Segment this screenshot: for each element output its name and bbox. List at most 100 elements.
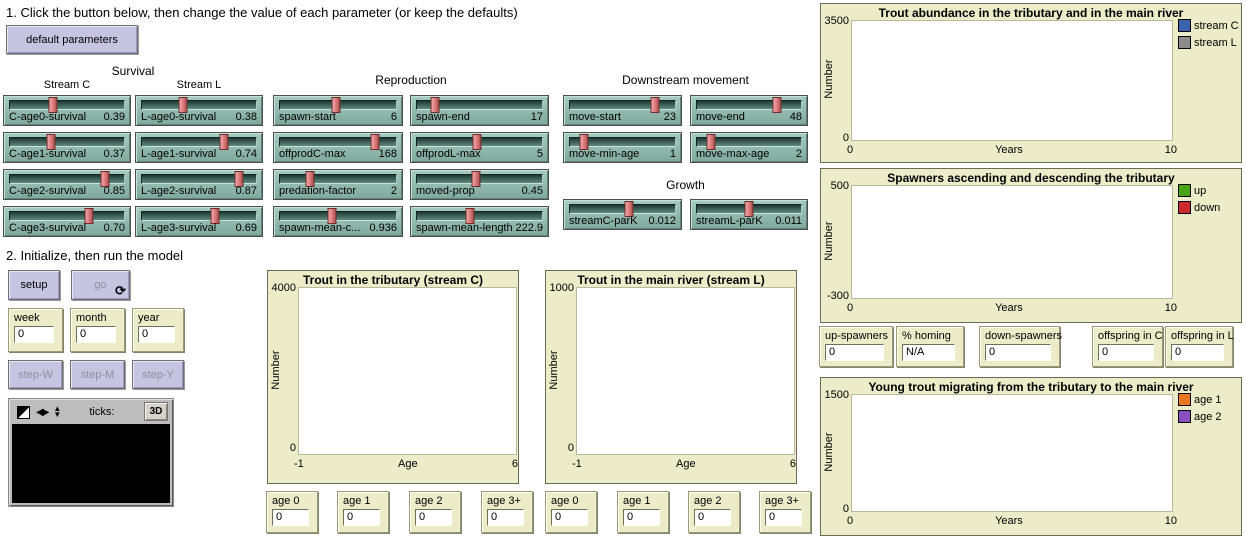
slider-spawn-start[interactable]: spawn-start 6 (273, 95, 403, 126)
slider-l-age0-survival[interactable]: L-age0-survival 0.38 (135, 95, 263, 126)
monitor-label: offspring in C (1098, 330, 1163, 342)
slider-c-age1-survival[interactable]: C-age1-survival 0.37 (3, 132, 131, 163)
slider-handle[interactable] (744, 201, 754, 217)
slider-handle[interactable] (624, 201, 634, 217)
monitor-value: 0 (694, 509, 731, 526)
legend-entry: stream C (1178, 19, 1239, 32)
slider-move-min-age[interactable]: move-min-age 1 (563, 132, 682, 163)
plot-legend: stream C stream L (1178, 19, 1239, 49)
slider-c-age2-survival[interactable]: C-age2-survival 0.85 (3, 169, 131, 200)
monitor-value: 0 (14, 326, 54, 343)
slider-offprodl-max[interactable]: offprodL-max 5 (410, 132, 549, 163)
slider-track (696, 134, 802, 150)
slider-handle[interactable] (327, 208, 337, 224)
slider-handle[interactable] (472, 134, 482, 150)
slider-handle[interactable] (210, 208, 220, 224)
slider-l-age2-survival[interactable]: L-age2-survival 0.87 (135, 169, 263, 200)
x-max-tick: 10 (1164, 302, 1177, 314)
slider-value: 222.9 (515, 222, 543, 234)
legend-swatch (1178, 184, 1191, 197)
monitor-offspring-in-l: offspring in L 0 (1165, 326, 1234, 367)
x-axis-label: Years (995, 144, 1023, 156)
slider-handle[interactable] (100, 171, 110, 187)
slider-handle[interactable] (465, 208, 474, 224)
slider-label: L-age3-survival (141, 222, 217, 234)
slider-label: spawn-mean-c... (279, 222, 361, 234)
monitor-value: 0 (272, 509, 309, 526)
y-min-tick: 0 (567, 442, 574, 454)
slider-c-age0-survival[interactable]: C-age0-survival 0.39 (3, 95, 131, 126)
resize-vertical-icon[interactable]: ▲ ▼ (53, 404, 62, 419)
monitor-down-spawners: down-spawners 0 (979, 326, 1062, 367)
step-w-button[interactable]: step-W (8, 360, 63, 389)
slider-handle[interactable] (178, 97, 188, 113)
slider-value: 0.74 (235, 148, 257, 160)
y-max-tick: 1000 (549, 282, 574, 294)
y-max-tick: 1500 (824, 389, 849, 401)
slider-move-start[interactable]: move-start 23 (563, 95, 682, 126)
slider-handle[interactable] (706, 134, 716, 150)
slider-spawn-end[interactable]: spawn-end 17 (410, 95, 549, 126)
plot-legend: up down (1178, 184, 1220, 214)
slider-move-end[interactable]: move-end 48 (690, 95, 808, 126)
y-min-tick: 0 (289, 442, 296, 454)
slider-c-age3-survival[interactable]: C-age3-survival 0.70 (3, 206, 131, 237)
step-y-button[interactable]: step-Y (132, 360, 184, 389)
slider-label: C-age2-survival (9, 185, 87, 197)
y-min-tick: 0 (842, 503, 849, 515)
slider-spawn-mean-c[interactable]: spawn-mean-c... 0.936 (273, 206, 403, 237)
plot-area (576, 287, 795, 455)
view-3d-button[interactable]: 3D (144, 402, 168, 421)
slider-offprodc-max[interactable]: offprodC-max 168 (273, 132, 403, 163)
monitor-value: 0 (138, 326, 175, 343)
slider-moved-prop[interactable]: moved-prop 0.45 (410, 169, 549, 200)
stream-l-subtitle: Stream L (176, 79, 222, 91)
plot-title: Trout in the tributary (stream C) (302, 273, 484, 287)
slider-l-age1-survival[interactable]: L-age1-survival 0.74 (135, 132, 263, 163)
slider-handle[interactable] (234, 171, 244, 187)
slider-streaml-park[interactable]: streamL-parK 0.011 (690, 199, 808, 230)
slider-spawn-mean-length[interactable]: spawn-mean-length 222.9 (410, 206, 549, 237)
slider-label: C-age0-survival (9, 111, 87, 123)
slider-move-max-age[interactable]: move-max-age 2 (690, 132, 808, 163)
slider-handle[interactable] (430, 97, 439, 113)
view-toolbar: ◀▶ ▲ ▼ ticks: 3D (11, 401, 171, 423)
slider-handle[interactable] (219, 134, 229, 150)
x-max-tick: 6 (789, 458, 796, 470)
slider-handle[interactable] (650, 97, 660, 113)
slider-value: 0.37 (103, 148, 125, 160)
monitor-value: 0 (76, 326, 116, 343)
monitor-value: 0 (985, 344, 1051, 361)
step-w-label: step-W (18, 368, 53, 381)
step-m-button[interactable]: step-M (70, 360, 125, 389)
slider-handle[interactable] (471, 171, 481, 187)
slider-track (416, 97, 543, 113)
slider-streamc-park[interactable]: streamC-parK 0.012 (563, 199, 682, 230)
resize-horizontal-icon[interactable]: ◀▶ (36, 406, 49, 418)
monitor-label: month (76, 312, 107, 324)
legend-swatch (1178, 19, 1191, 32)
setup-button[interactable]: setup (8, 270, 60, 300)
go-button[interactable]: go ⟳ (71, 270, 130, 300)
monitor-label: age 1 (343, 495, 371, 507)
slider-label: streamC-parK (569, 215, 638, 227)
monitor-label: offspring in L (1171, 330, 1234, 342)
slider-handle[interactable] (48, 97, 58, 113)
slider-track (9, 171, 125, 187)
resize-diagonal-icon[interactable] (17, 405, 30, 419)
slider-handle[interactable] (331, 97, 341, 113)
slider-l-age3-survival[interactable]: L-age3-survival 0.69 (135, 206, 263, 237)
slider-handle[interactable] (579, 134, 589, 150)
slider-label: move-end (696, 111, 745, 123)
slider-handle[interactable] (772, 97, 782, 113)
y-max-tick: 500 (830, 180, 849, 192)
default-parameters-button[interactable]: default parameters (6, 25, 138, 54)
slider-handle[interactable] (370, 134, 380, 150)
monitor-value: 0 (1171, 344, 1224, 361)
slider-handle[interactable] (305, 171, 315, 187)
slider-predation-factor[interactable]: predation-factor 2 (273, 169, 403, 200)
legend-swatch (1178, 36, 1191, 49)
x-max-tick: 6 (511, 458, 518, 470)
slider-handle[interactable] (84, 208, 94, 224)
slider-handle[interactable] (46, 134, 56, 150)
